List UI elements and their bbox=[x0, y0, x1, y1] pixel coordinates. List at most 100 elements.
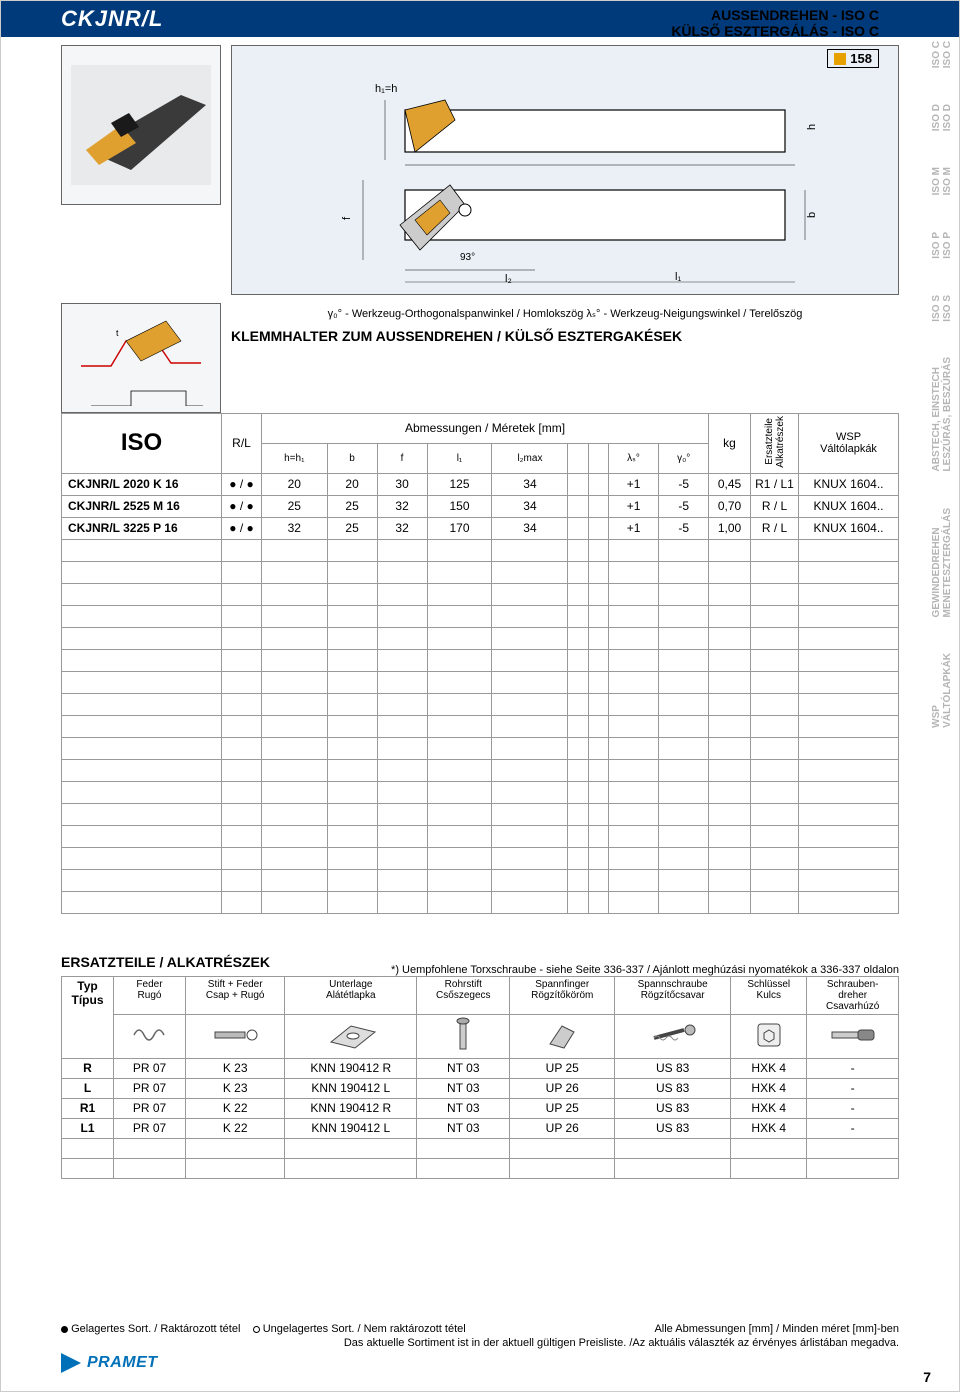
geometry-sketch: t bbox=[61, 303, 221, 413]
col-f: f bbox=[377, 443, 427, 473]
side-tab: ISO CISO C bbox=[931, 41, 953, 68]
parthead-0: FederRugó bbox=[114, 976, 186, 1014]
legend-assort: Das aktuelle Sortiment ist in der aktuel… bbox=[61, 1337, 899, 1349]
header-subtitle-de: AUSSENDREHEN - ISO C bbox=[671, 7, 879, 23]
table-row bbox=[62, 891, 899, 913]
label-l2: l₂ bbox=[505, 273, 512, 285]
col-go: γ₀° bbox=[659, 443, 709, 473]
footer: Gelagertes Sort. / Raktározott tétel Ung… bbox=[61, 1323, 899, 1373]
ring-icon bbox=[253, 1326, 260, 1333]
side-tab: ISO SISO S bbox=[931, 295, 953, 322]
logo: PRAMET bbox=[61, 1353, 899, 1373]
main-table: ISO R/L Abmessungen / Méretek [mm] kg Er… bbox=[61, 413, 899, 914]
parthead-3: RohrstiftCsőszegecs bbox=[417, 976, 510, 1014]
icon-tubepin bbox=[417, 1014, 510, 1058]
side-tabs: ISO CISO C ISO DISO D ISO MISO M ISO PISO P… bbox=[931, 41, 953, 728]
col-ls: λₛ° bbox=[608, 443, 659, 473]
table-row bbox=[62, 847, 899, 869]
col-rl: R/L bbox=[222, 414, 262, 474]
spare-note: *) Uempfohlene Torxschraube - siehe Seit… bbox=[391, 964, 899, 976]
icon-pin-spring bbox=[185, 1014, 284, 1058]
spare-title: ERSATZTEILE / ALKATRÉSZEK bbox=[61, 954, 270, 970]
parthead-5: SpannschraubeRögzítőcsavar bbox=[615, 976, 731, 1014]
page: CKJNR/L AUSSENDREHEN - ISO C KÜLSŐ ESZTE… bbox=[0, 0, 960, 1392]
tool-drawing: h₁=h h f 93° l₂ l₁ bbox=[231, 45, 899, 295]
icon-shim bbox=[285, 1014, 417, 1058]
label-f: f bbox=[341, 216, 353, 220]
table-row bbox=[62, 1158, 899, 1178]
legend-stock: Gelagertes Sort. / Raktározott tétel Ung… bbox=[61, 1323, 466, 1335]
icon-spring bbox=[114, 1014, 186, 1058]
bullet-icon bbox=[61, 1326, 68, 1333]
logo-icon bbox=[61, 1353, 81, 1373]
col-ersatz: ErsatzteileAlkatrészek bbox=[764, 416, 786, 468]
table-row: CKJNR/L 2020 K 16● / ●20203012534+1-50,4… bbox=[62, 473, 899, 495]
col-hh1: h=h₁ bbox=[262, 443, 328, 473]
table-row: L1PR 07K 22KNN 190412 LNT 03UP 26US 83HX… bbox=[62, 1118, 899, 1138]
parts-table: TypTípus FederRugó Stift + FederCsap + R… bbox=[61, 976, 899, 1179]
icon-key bbox=[731, 1014, 807, 1058]
table-row bbox=[62, 671, 899, 693]
col-dimensions: Abmessungen / Méretek [mm] bbox=[262, 414, 709, 444]
table-row bbox=[62, 759, 899, 781]
icon-driver bbox=[807, 1014, 899, 1058]
icon-screw bbox=[615, 1014, 731, 1058]
greek-note-container: γ₀° - Werkzeug-Orthogonalspanwinkel / Ho… bbox=[231, 303, 899, 413]
table-row bbox=[62, 737, 899, 759]
header-right: AUSSENDREHEN - ISO C KÜLSŐ ESZTERGÁLÁS -… bbox=[671, 7, 879, 68]
tool-photo bbox=[61, 45, 221, 205]
side-tab: WSPVÁLTÓLAPKÁK bbox=[931, 653, 953, 728]
product-code: CKJNR/L bbox=[61, 6, 163, 32]
side-tab: ABSTECH, EINSTECHLESZÚRÁS, BESZÚRÁS bbox=[931, 357, 953, 471]
label-h: h bbox=[806, 124, 818, 130]
col-blank1 bbox=[568, 443, 588, 473]
tool-photo-svg bbox=[71, 65, 211, 185]
table-row: LPR 07K 23KNN 190412 LNT 03UP 26US 83HXK… bbox=[62, 1078, 899, 1098]
header-subtitle-hu: KÜLSŐ ESZTERGÁLÁS - ISO C bbox=[671, 23, 879, 39]
book-icon bbox=[834, 53, 846, 65]
table-row bbox=[62, 1138, 899, 1158]
diagram-row-2: t γ₀° - Werkzeug-Orthogonalspanwinkel / … bbox=[61, 303, 899, 413]
side-tab: ISO PISO P bbox=[931, 232, 953, 259]
icon-clamp bbox=[510, 1014, 615, 1058]
parthead-7: Schrauben-dreherCsavarhúzó bbox=[807, 976, 899, 1014]
table-row: RPR 07K 23KNN 190412 RNT 03UP 25US 83HXK… bbox=[62, 1058, 899, 1078]
table-row bbox=[62, 649, 899, 671]
table-row bbox=[62, 781, 899, 803]
table-row: CKJNR/L 2525 M 16● / ●25253215034+1-50,7… bbox=[62, 495, 899, 517]
label-h1h: h₁=h bbox=[375, 83, 397, 95]
tool-drawing-svg: h₁=h h f 93° l₂ l₁ bbox=[255, 50, 875, 290]
pageref-number: 158 bbox=[850, 51, 872, 66]
table-row: R1PR 07K 22KNN 190412 RNT 03UP 25US 83HX… bbox=[62, 1098, 899, 1118]
diagram-row: h₁=h h f 93° l₂ l₁ bbox=[61, 45, 899, 295]
legend-units: Alle Abmessungen [mm] / Minden méret [mm… bbox=[654, 1323, 899, 1335]
parthead-4: SpannfingerRögzítőköröm bbox=[510, 976, 615, 1014]
table-row bbox=[62, 583, 899, 605]
table-row bbox=[62, 539, 899, 561]
logo-text: PRAMET bbox=[87, 1354, 158, 1372]
table-row bbox=[62, 825, 899, 847]
col-l1: l₁ bbox=[427, 443, 492, 473]
side-tab: GEWINDEDREHENMENETESZTERGÁLÁS bbox=[931, 508, 953, 617]
col-kg: kg bbox=[709, 414, 751, 474]
label-b: b bbox=[806, 212, 818, 218]
parthead-2: UnterlageAlátétlapka bbox=[285, 976, 417, 1014]
table-row bbox=[62, 627, 899, 649]
greek-note: γ₀° - Werkzeug-Orthogonalspanwinkel / Ho… bbox=[231, 307, 899, 320]
table-row bbox=[62, 803, 899, 825]
pageref-badge: 158 bbox=[827, 49, 879, 68]
label-angle: 93° bbox=[460, 252, 475, 263]
table-row bbox=[62, 561, 899, 583]
col-wsp: WSPVáltólapkák bbox=[799, 414, 899, 474]
col-l2max: l₂max bbox=[492, 443, 568, 473]
side-tab: ISO MISO M bbox=[931, 167, 953, 195]
content: h₁=h h f 93° l₂ l₁ bbox=[1, 45, 959, 1179]
table-row: CKJNR/L 3225 P 16● / ●32253217034+1-51,0… bbox=[62, 517, 899, 539]
parthead-6: SchlüsselKulcs bbox=[731, 976, 807, 1014]
side-tab: ISO DISO D bbox=[931, 104, 953, 131]
iso-header: ISO bbox=[121, 429, 162, 456]
section-title-klemm: KLEMMHALTER ZUM AUSSENDREHEN / KÜLSŐ ESZ… bbox=[231, 328, 899, 344]
label-l1: l₁ bbox=[675, 271, 681, 283]
table-row bbox=[62, 693, 899, 715]
table-row bbox=[62, 869, 899, 891]
